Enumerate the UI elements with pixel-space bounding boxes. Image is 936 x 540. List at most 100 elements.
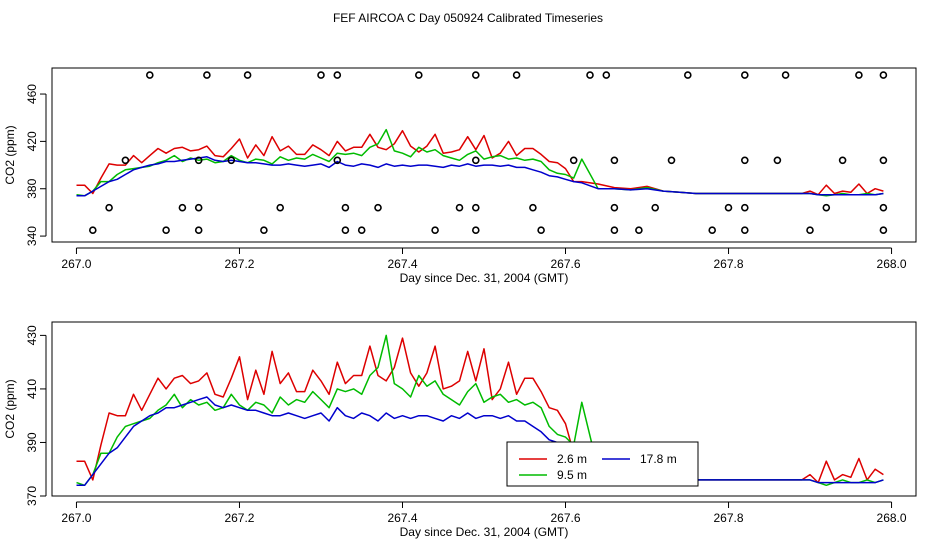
calibration-marker	[194, 156, 203, 165]
top-panel: 267.0 267.2 267.4 267.6 267.8 268.0 Day since …	[3, 67, 917, 285]
calibration-marker	[471, 71, 480, 79]
x-axis: 267.0 267.2 267.4 267.6 267.8 268.0 Day since …	[61, 501, 907, 539]
calibration-marker	[341, 226, 350, 234]
calibration-marker	[341, 203, 350, 212]
x-tick-label: 267.8	[714, 257, 744, 271]
calibration-marker	[586, 71, 594, 79]
calibration-marker	[471, 156, 480, 165]
calibration-marker	[724, 203, 733, 212]
calibration-marker	[781, 71, 790, 79]
calibration-marker	[537, 226, 545, 234]
x-tick-label: 268.0	[877, 511, 907, 525]
x-tick-label: 267.2	[224, 511, 254, 525]
calibration-marker	[529, 203, 537, 212]
calibration-marker	[879, 156, 888, 165]
calibration-marker	[855, 71, 863, 79]
x-tick-label: 267.2	[224, 257, 254, 271]
bottom-panel: 267.0 267.2 267.4 267.6 267.8 268.0 Day since …	[3, 321, 917, 539]
calibration-marker	[610, 226, 619, 234]
x-axis-label: Day since Dec. 31, 2004 (GMT)	[400, 271, 569, 285]
x-tick-label: 267.4	[387, 511, 417, 525]
calibration-marker	[512, 71, 521, 79]
calibration-marker	[455, 203, 464, 212]
calibration-marker	[822, 203, 831, 212]
calibration-marker	[471, 226, 480, 234]
calibration-marker	[708, 226, 717, 234]
calibration-marker	[602, 71, 611, 79]
calibration-marker	[162, 226, 170, 234]
calibration-marker	[879, 203, 888, 212]
calibration-marker	[838, 156, 847, 165]
x-tick-label: 267.0	[61, 257, 91, 271]
calibration-marker	[333, 156, 342, 165]
calibration-marker	[276, 203, 285, 212]
calibration-marker	[194, 203, 203, 212]
calibration-marker	[243, 71, 252, 79]
plot-area	[76, 334, 884, 487]
legend-label: 17.8 m	[640, 452, 677, 466]
y-tick-label: 390	[25, 432, 39, 452]
plot-frame	[51, 321, 917, 497]
y-tick-label: 340	[25, 226, 39, 246]
y-tick-label: 460	[25, 84, 39, 104]
y-axis-label: CO2 (ppm)	[3, 125, 17, 184]
series-line-17-8-mm	[76, 396, 884, 487]
y-tick-label: 410	[25, 379, 39, 399]
series-line-9-5-mm	[76, 334, 884, 487]
x-tick-label: 267.6	[550, 511, 580, 525]
x-tick-label: 267.4	[387, 257, 417, 271]
calibration-marker	[569, 156, 578, 165]
calibration-marker	[431, 226, 439, 234]
calibration-marker	[740, 226, 749, 234]
calibration-marker	[317, 71, 325, 79]
calibration-marker	[740, 203, 749, 212]
calibration-marker	[610, 156, 619, 165]
legend-label: 9.5 m	[557, 468, 587, 482]
y-tick-label: 370	[25, 486, 39, 506]
calibration-marker	[146, 71, 154, 79]
series-line-2-6-mm	[76, 337, 884, 484]
calibration-marker	[374, 203, 382, 212]
calibration-marker	[105, 203, 113, 212]
calibration-marker	[683, 71, 692, 79]
calibration-marker	[740, 71, 749, 79]
x-axis-label: Day since Dec. 31, 2004 (GMT)	[400, 525, 569, 539]
y-axis-label: CO2 (ppm)	[3, 379, 17, 438]
y-tick-label: 420	[25, 131, 39, 151]
plot-area	[76, 71, 888, 234]
calibration-marker	[203, 71, 211, 79]
calibration-marker	[667, 156, 676, 165]
x-axis: 267.0 267.2 267.4 267.6 267.8 268.0 Day since …	[61, 247, 907, 285]
y-axis: 370 390 410 430 CO2 (ppm)	[3, 325, 47, 506]
calibration-marker	[260, 226, 268, 234]
series-line-17-8-mm	[76, 156, 884, 197]
y-axis: 340 380 420 460 CO2 (ppm)	[3, 84, 47, 246]
calibration-marker	[414, 71, 423, 79]
x-tick-label: 268.0	[877, 257, 907, 271]
legend-label: 2.6 m	[557, 452, 587, 466]
calibration-marker	[879, 226, 888, 234]
calibration-marker	[635, 226, 643, 234]
calibration-marker	[879, 71, 888, 79]
legend-box	[506, 441, 699, 487]
calibration-marker	[740, 156, 749, 165]
page-title: FEF AIRCOA C Day 050924 Calibrated Times…	[333, 11, 603, 25]
calibration-marker	[357, 226, 366, 234]
calibration-marker	[227, 156, 236, 165]
x-tick-label: 267.8	[714, 511, 744, 525]
calibration-marker	[194, 226, 203, 234]
calibration-marker	[178, 203, 187, 212]
x-tick-label: 267.0	[61, 511, 91, 525]
calibration-marker	[89, 226, 97, 234]
legend: 2.6 m 9.5 m 17.8 m	[506, 441, 699, 487]
calibration-marker	[121, 156, 130, 165]
y-tick-label: 380	[25, 178, 39, 198]
plot-frame	[51, 67, 917, 243]
y-tick-label: 430	[25, 325, 39, 345]
calibration-marker	[806, 226, 814, 234]
calibration-marker	[471, 203, 480, 212]
calibration-marker	[610, 203, 619, 212]
calibration-marker	[333, 71, 342, 79]
calibration-marker	[651, 203, 660, 212]
